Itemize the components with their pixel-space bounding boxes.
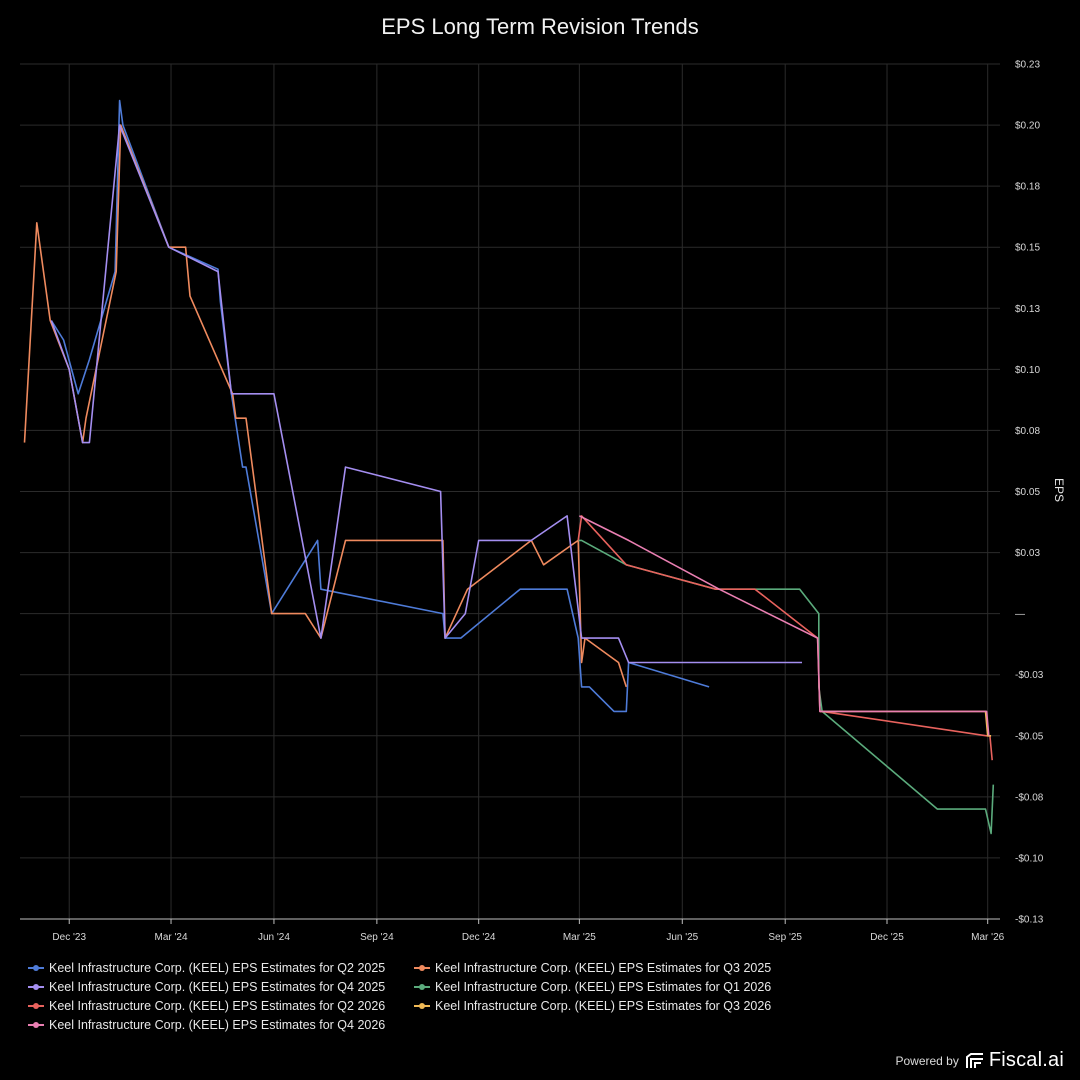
legend-marker-icon bbox=[28, 1001, 44, 1011]
legend-item[interactable]: Keel Infrastructure Corp. (KEEL) EPS Est… bbox=[28, 1017, 414, 1033]
y-axis-label: EPS bbox=[1052, 478, 1066, 502]
x-tick-label: Jun '24 bbox=[258, 932, 290, 943]
legend-item[interactable]: Keel Infrastructure Corp. (KEEL) EPS Est… bbox=[28, 960, 414, 976]
x-tick-label: Mar '24 bbox=[155, 932, 188, 943]
legend-item[interactable]: Keel Infrastructure Corp. (KEEL) EPS Est… bbox=[414, 960, 814, 976]
powered-by-label: Powered by bbox=[895, 1053, 959, 1068]
x-tick-label: Dec '24 bbox=[462, 932, 496, 943]
legend-label: Keel Infrastructure Corp. (KEEL) EPS Est… bbox=[435, 980, 772, 994]
brand-name: Fiscal.ai bbox=[988, 1049, 1064, 1071]
legend-marker-icon bbox=[28, 963, 44, 973]
x-tick-label: Mar '25 bbox=[563, 932, 596, 943]
legend-item[interactable]: Keel Infrastructure Corp. (KEEL) EPS Est… bbox=[414, 979, 814, 995]
legend-label: Keel Infrastructure Corp. (KEEL) EPS Est… bbox=[435, 999, 772, 1013]
y-tick-label: $0.15 bbox=[1015, 243, 1040, 254]
legend-marker-icon bbox=[414, 963, 430, 973]
x-tick-label: Sep '24 bbox=[360, 932, 394, 943]
legend-label: Keel Infrastructure Corp. (KEEL) EPS Est… bbox=[49, 1018, 386, 1032]
series-line-2 bbox=[50, 124, 802, 664]
y-tick-label: — bbox=[1015, 609, 1025, 620]
x-tick-label: Dec '23 bbox=[52, 932, 86, 943]
series-line-1 bbox=[23, 124, 628, 688]
y-tick-label: $0.05 bbox=[1015, 487, 1040, 498]
series-line-0 bbox=[50, 99, 710, 713]
grid-layer bbox=[20, 63, 1000, 924]
series-layer bbox=[23, 99, 995, 835]
legend-item[interactable]: Keel Infrastructure Corp. (KEEL) EPS Est… bbox=[28, 998, 414, 1014]
y-tick-label: $0.13 bbox=[1015, 304, 1040, 315]
chart-title: EPS Long Term Revision Trends bbox=[381, 14, 699, 39]
y-tick-label: -$0.13 bbox=[1015, 915, 1044, 926]
y-tick-label: -$0.08 bbox=[1015, 792, 1044, 803]
series-line-6 bbox=[579, 515, 990, 736]
legend-marker-icon bbox=[28, 1020, 44, 1030]
y-tick-label: -$0.03 bbox=[1015, 670, 1044, 681]
legend-label: Keel Infrastructure Corp. (KEEL) EPS Est… bbox=[435, 961, 772, 975]
powered-by: Powered by Fiscal.ai bbox=[895, 1049, 1064, 1072]
x-tick-label: Dec '25 bbox=[870, 932, 904, 943]
y-tick-label: $0.10 bbox=[1015, 365, 1040, 376]
y-tick-label: $0.20 bbox=[1015, 121, 1040, 132]
x-tick-label: Mar '26 bbox=[971, 932, 1004, 943]
x-tick-label: Jun '25 bbox=[666, 932, 698, 943]
legend: Keel Infrastructure Corp. (KEEL) EPS Est… bbox=[28, 960, 828, 1033]
tick-layer: $0.23 $0.20 $0.18 $0.15 $0.13 $0.10 $0.08 $0.05… bbox=[52, 60, 1043, 944]
y-tick-label: $0.18 bbox=[1015, 182, 1040, 193]
legend-label: Keel Infrastructure Corp. (KEEL) EPS Est… bbox=[49, 999, 386, 1013]
legend-label: Keel Infrastructure Corp. (KEEL) EPS Est… bbox=[49, 980, 386, 994]
legend-marker-icon bbox=[28, 982, 44, 992]
legend-label: Keel Infrastructure Corp. (KEEL) EPS Est… bbox=[49, 961, 386, 975]
y-tick-label: $0.03 bbox=[1015, 548, 1040, 559]
legend-item[interactable]: Keel Infrastructure Corp. (KEEL) EPS Est… bbox=[414, 998, 814, 1014]
legend-item[interactable]: Keel Infrastructure Corp. (KEEL) EPS Est… bbox=[28, 979, 414, 995]
y-tick-label: -$0.05 bbox=[1015, 731, 1044, 742]
legend-marker-icon bbox=[414, 982, 430, 992]
chart-plot: $0.23 $0.20 $0.18 $0.15 $0.13 $0.10 $0.08 $0.05… bbox=[20, 60, 1066, 944]
x-tick-label: Sep '25 bbox=[768, 932, 802, 943]
fiscal-logo-icon bbox=[965, 1052, 983, 1068]
y-tick-label: $0.23 bbox=[1015, 60, 1040, 71]
legend-marker-icon bbox=[414, 1001, 430, 1011]
y-tick-label: -$0.10 bbox=[1015, 853, 1044, 864]
y-tick-label: $0.08 bbox=[1015, 426, 1040, 437]
series-line-3 bbox=[578, 539, 995, 835]
